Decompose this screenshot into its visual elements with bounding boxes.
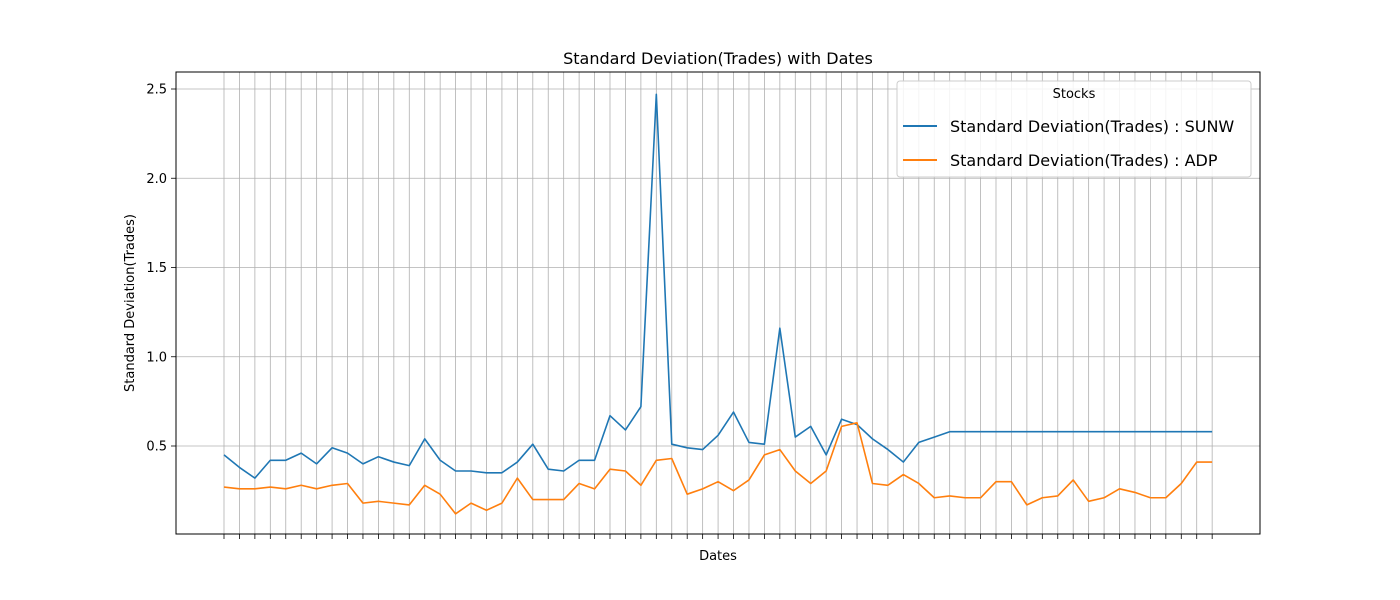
y-gridlines: [176, 88, 1260, 447]
legend: Stocks Standard Deviation(Trades) : SUNW…: [896, 80, 1252, 178]
y-ticks: 0.5 1.0 1.5 2.0 2.5: [146, 83, 176, 455]
series-line-adp: [223, 421, 1213, 515]
series-line-sunw: [223, 93, 1213, 479]
y-tick-label: 0.5: [146, 440, 167, 455]
y-tick-label: 1.0: [146, 350, 167, 365]
y-tick-label: 1.5: [146, 261, 167, 276]
legend-title: Stocks: [1053, 87, 1096, 102]
chart-title: Standard Deviation(Trades) with Dates: [563, 49, 873, 68]
y-axis-label: Standard Deviation(Trades): [123, 214, 138, 392]
y-tick-label: 2.5: [146, 83, 167, 98]
legend-label-sunw: Standard Deviation(Trades) : SUNW: [950, 117, 1234, 136]
series-lines: [223, 93, 1213, 515]
x-axis-label: Dates: [699, 549, 737, 564]
legend-box: [896, 80, 1252, 178]
x-ticks: [223, 534, 1213, 539]
legend-label-adp: Standard Deviation(Trades) : ADP: [950, 151, 1218, 170]
y-tick-label: 2.0: [146, 172, 167, 187]
